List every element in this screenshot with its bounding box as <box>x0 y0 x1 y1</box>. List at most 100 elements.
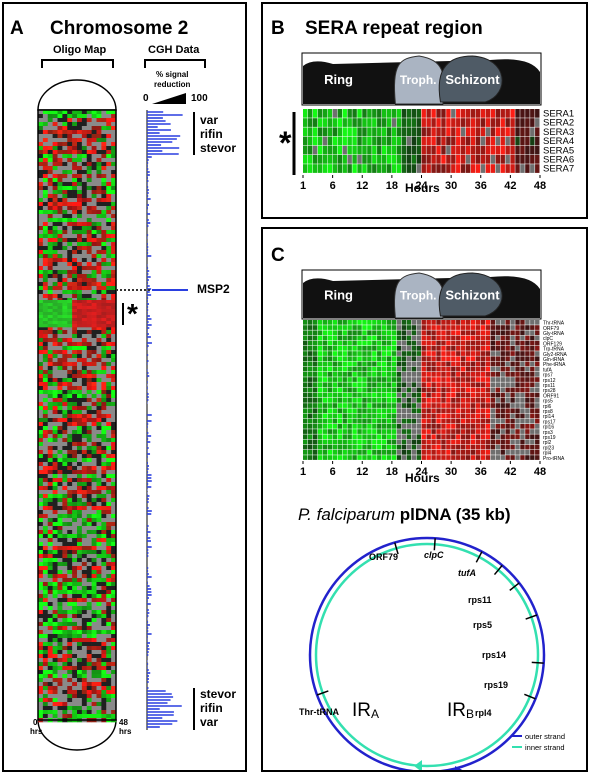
panel-c <box>261 227 588 772</box>
inner-strand-arrow <box>414 760 422 770</box>
outer-strand-circle <box>308 536 546 770</box>
c-gene-Gly-tRNA: Gly-tRNA <box>543 331 565 337</box>
ir-b-label: IRB <box>447 700 474 721</box>
b-axis: 1 6 12 18 24 30 36 42 48 <box>300 175 546 192</box>
signal-label-2: reduction <box>154 80 191 89</box>
c-tick-24: 24 <box>415 466 428 478</box>
a-star: * <box>127 298 138 329</box>
scale-min: 0 <box>143 93 149 104</box>
c-gene-rpl6: rpl6 <box>543 404 552 410</box>
scale-max: 100 <box>191 93 208 104</box>
panel-a-letter: A <box>10 18 24 39</box>
plastid-label-rps11: rps11 <box>468 595 492 605</box>
b-tick-6: 6 <box>330 180 336 192</box>
plastid-label-tufA: tufA <box>458 568 476 578</box>
cgh-data-label: CGH Data <box>148 44 200 56</box>
c-heatmap: Thr-tRNAORF79Gly-tRNAclpCORF129Trp-tRNAG… <box>303 320 568 462</box>
b-tick-24: 24 <box>415 180 428 192</box>
oligo-map-label: Oligo Map <box>53 44 107 56</box>
c-gene-ORF129: ORF129 <box>543 341 562 347</box>
bottom-gene-stevor: stevor <box>200 687 237 701</box>
inner-strand-circle <box>314 542 540 768</box>
c-gene-Phe-tRNA: Phe-tRNA <box>543 362 566 368</box>
b-tick-36: 36 <box>475 180 487 192</box>
c-gene-rps19: rps19 <box>543 435 556 441</box>
panel-a-title: Chromosome 2 <box>50 18 189 39</box>
bottom-gene-var: var <box>200 715 219 729</box>
scale-wedge <box>152 93 186 104</box>
gene-ticks: ORF79 clpC tufA rps11 rps5 rps14 rps19 rpl4 Thr-… <box>299 538 544 718</box>
hrs-right-num: 48 <box>119 718 128 727</box>
top-gene-rifin: rifin <box>200 127 223 141</box>
c-gene-rps5: rps5 <box>543 399 553 405</box>
c-gene-Gly2-tRNA: Gly2-tRNA <box>543 352 568 358</box>
b-tick-30: 30 <box>445 180 457 192</box>
panel-b-title: SERA repeat region <box>305 18 483 39</box>
ir-a-label: IRA <box>352 700 379 721</box>
b-stage-label-0: Ring <box>324 72 353 87</box>
hrs-left-unit: hrs <box>30 727 43 736</box>
cgh-bars <box>147 111 183 728</box>
cgh-bracket <box>144 59 206 68</box>
b-schizont-shape <box>438 55 503 103</box>
c-tick-48: 48 <box>534 466 546 478</box>
c-gene-rps7: rps7 <box>543 373 553 379</box>
c-gene-rpl4: rpl4 <box>543 451 552 457</box>
c-gene-rpl2: rpl2 <box>543 440 552 446</box>
panel-a-graphics <box>37 59 206 751</box>
plastid-label-rps19: rps19 <box>484 680 508 690</box>
b-gene-SERA4: SERA4 <box>543 136 574 147</box>
panel-a <box>2 2 247 772</box>
b-gene-SERA2: SERA2 <box>543 118 574 129</box>
top-gene-stevor: stevor <box>200 141 237 155</box>
hrs-right-unit: hrs <box>119 727 132 736</box>
c-axis: 1 6 12 18 24 30 36 42 48 <box>300 461 546 478</box>
c-tick-12: 12 <box>356 466 368 478</box>
c-stage-label-1: Troph. <box>400 289 437 303</box>
chromosome-top-cap <box>37 79 117 111</box>
panel-b <box>261 2 588 219</box>
b-tick-48: 48 <box>534 180 546 192</box>
b-gene-SERA5: SERA5 <box>543 145 574 156</box>
b-stage-band: Ring Troph. Schizont <box>301 52 542 106</box>
c-gene-tufA: tufA <box>543 367 553 373</box>
b-stage-label-1: Troph. <box>400 73 437 87</box>
plastid-title: P. falciparum plDNA (35 kb) <box>298 505 511 525</box>
bottom-gene-rifin: rifin <box>200 701 223 715</box>
panel-b-letter: B <box>271 18 285 39</box>
c-tick-18: 18 <box>386 466 398 478</box>
plastid-label-rpl4: rpl4 <box>475 708 492 718</box>
b-hours-label: Hours <box>405 181 440 195</box>
c-schizont-shape <box>438 272 503 317</box>
c-gene-Thr-tRNA: Thr-tRNA <box>543 321 565 327</box>
c-gene-rps12: rps12 <box>543 378 556 384</box>
c-gene-rps11: rps11 <box>543 383 555 389</box>
panel-c-letter: C <box>271 245 285 266</box>
c-gene-ORF91: ORF91 <box>543 393 559 399</box>
b-gene-SERA1: SERA1 <box>543 109 574 120</box>
c-stage-label-2: Schizont <box>445 288 500 303</box>
c-tick-30: 30 <box>445 466 457 478</box>
b-gene-SERA7: SERA7 <box>543 164 574 175</box>
plastid-label-Thr-tRNA: Thr-tRNA <box>299 707 339 717</box>
c-gene-rpl16: rpl16 <box>543 425 554 431</box>
c-gene-rpl23: rpl23 <box>543 445 554 451</box>
c-tick-1: 1 <box>300 466 306 478</box>
signal-label-1: % signal <box>156 70 189 79</box>
panel-c-graphics: Ring Troph. Schizont Thr-tRNAORF79Gly-tRNA… <box>300 269 568 478</box>
c-gene-rps8: rps8 <box>543 409 553 415</box>
plastid-map: ORF79 clpC tufA rps11 rps5 rps14 rps19 rpl4 Thr-… <box>299 536 565 770</box>
ir-labels: IRA IRB <box>352 700 474 721</box>
plastid-label-clpC: clpC <box>424 550 444 560</box>
c-tick-42: 42 <box>504 466 516 478</box>
plastid-label-ORF79: ORF79 <box>369 552 398 562</box>
b-gene-SERA3: SERA3 <box>543 127 574 138</box>
legend-inner-text: inner strand <box>525 743 565 752</box>
chromosome-outline <box>37 109 117 721</box>
plastid-title-italic: P. falciparum <box>298 505 396 524</box>
b-tick-1: 1 <box>300 180 306 192</box>
legend-outer-text: outer strand <box>525 732 565 741</box>
msp2-label: MSP2 <box>197 282 230 296</box>
c-gene-rps17: rps17 <box>543 419 556 425</box>
